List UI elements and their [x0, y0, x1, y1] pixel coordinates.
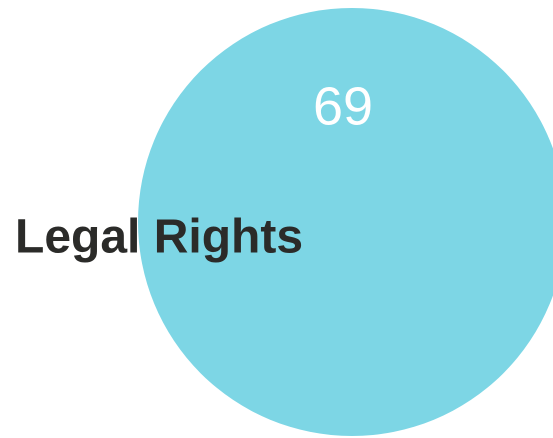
bubble-value: 69	[313, 76, 373, 136]
bubble-label: Legal Rights	[15, 211, 303, 264]
bubble	[138, 8, 553, 436]
